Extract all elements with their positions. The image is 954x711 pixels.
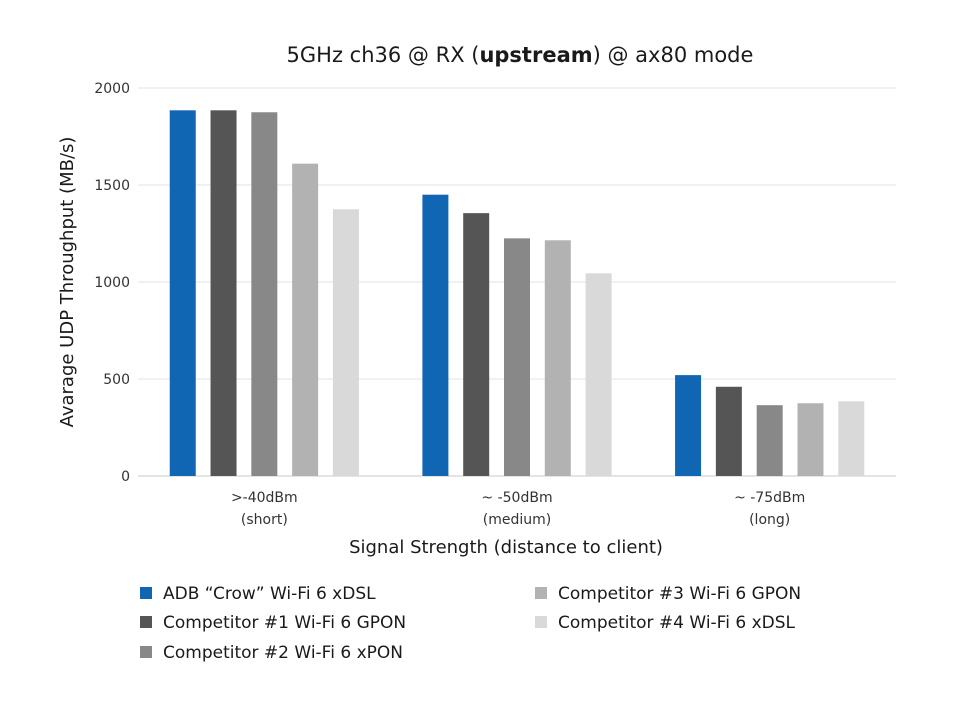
bar (292, 163, 319, 476)
x-axis-title: Signal Strength (distance to client) (349, 537, 663, 558)
bar (251, 112, 278, 476)
y-tick-label: 1000 (94, 275, 130, 291)
bar (422, 194, 449, 476)
bar (169, 110, 196, 476)
category-label: ~ -50dBm (481, 490, 552, 506)
y-tick-labels: 0 500 1000 1500 2000 (94, 81, 130, 485)
bars (169, 110, 865, 476)
y-tick-label: 0 (121, 469, 130, 485)
bar (797, 403, 824, 476)
bar (585, 273, 612, 476)
legend-swatch (140, 616, 152, 628)
bar (544, 240, 571, 476)
legend-label: Competitor #4 Wi-Fi 6 xDSL (558, 613, 796, 633)
bar (504, 238, 530, 476)
legend: ADB “Crow” Wi-Fi 6 xDSL Competitor #1 Wi-… (140, 584, 801, 663)
category-sublabel: (long) (749, 512, 790, 528)
legend-swatch (140, 646, 152, 658)
legend-swatch (535, 587, 547, 599)
bar (675, 375, 702, 476)
chart-title: 5GHz ch36 @ RX (upstream) @ ax80 mode (287, 43, 754, 67)
chart-title-part-1: 5GHz ch36 @ RX ( (287, 43, 480, 67)
bar (332, 209, 359, 476)
category-sublabel: (medium) (483, 512, 551, 528)
legend-label: Competitor #2 Wi-Fi 6 xPON (163, 643, 403, 663)
chart-title-bold: upstream (479, 43, 592, 67)
category-label: ~ -75dBm (734, 490, 805, 506)
y-tick-label: 2000 (94, 81, 130, 97)
bar (210, 110, 237, 476)
y-tick-label: 500 (103, 372, 130, 388)
legend-label: ADB “Crow” Wi-Fi 6 xDSL (163, 584, 376, 604)
legend-swatch (140, 587, 152, 599)
bar (463, 213, 490, 476)
bar (838, 401, 865, 476)
y-tick-label: 1500 (94, 178, 130, 194)
legend-label: Competitor #3 Wi-Fi 6 GPON (558, 584, 801, 604)
bar (715, 386, 742, 476)
legend-swatch (535, 616, 547, 628)
category-sublabel: (short) (241, 512, 288, 528)
y-axis-title: Avarage UDP Throughput (MB/s) (57, 137, 78, 428)
chart-title-part-2: ) @ ax80 mode (593, 43, 754, 67)
legend-label: Competitor #1 Wi-Fi 6 GPON (163, 613, 406, 633)
category-labels: >-40dBm (short) ~ -50dBm (medium) ~ -75dBm (l… (231, 490, 805, 528)
bar (756, 405, 783, 476)
category-label: >-40dBm (231, 490, 298, 506)
